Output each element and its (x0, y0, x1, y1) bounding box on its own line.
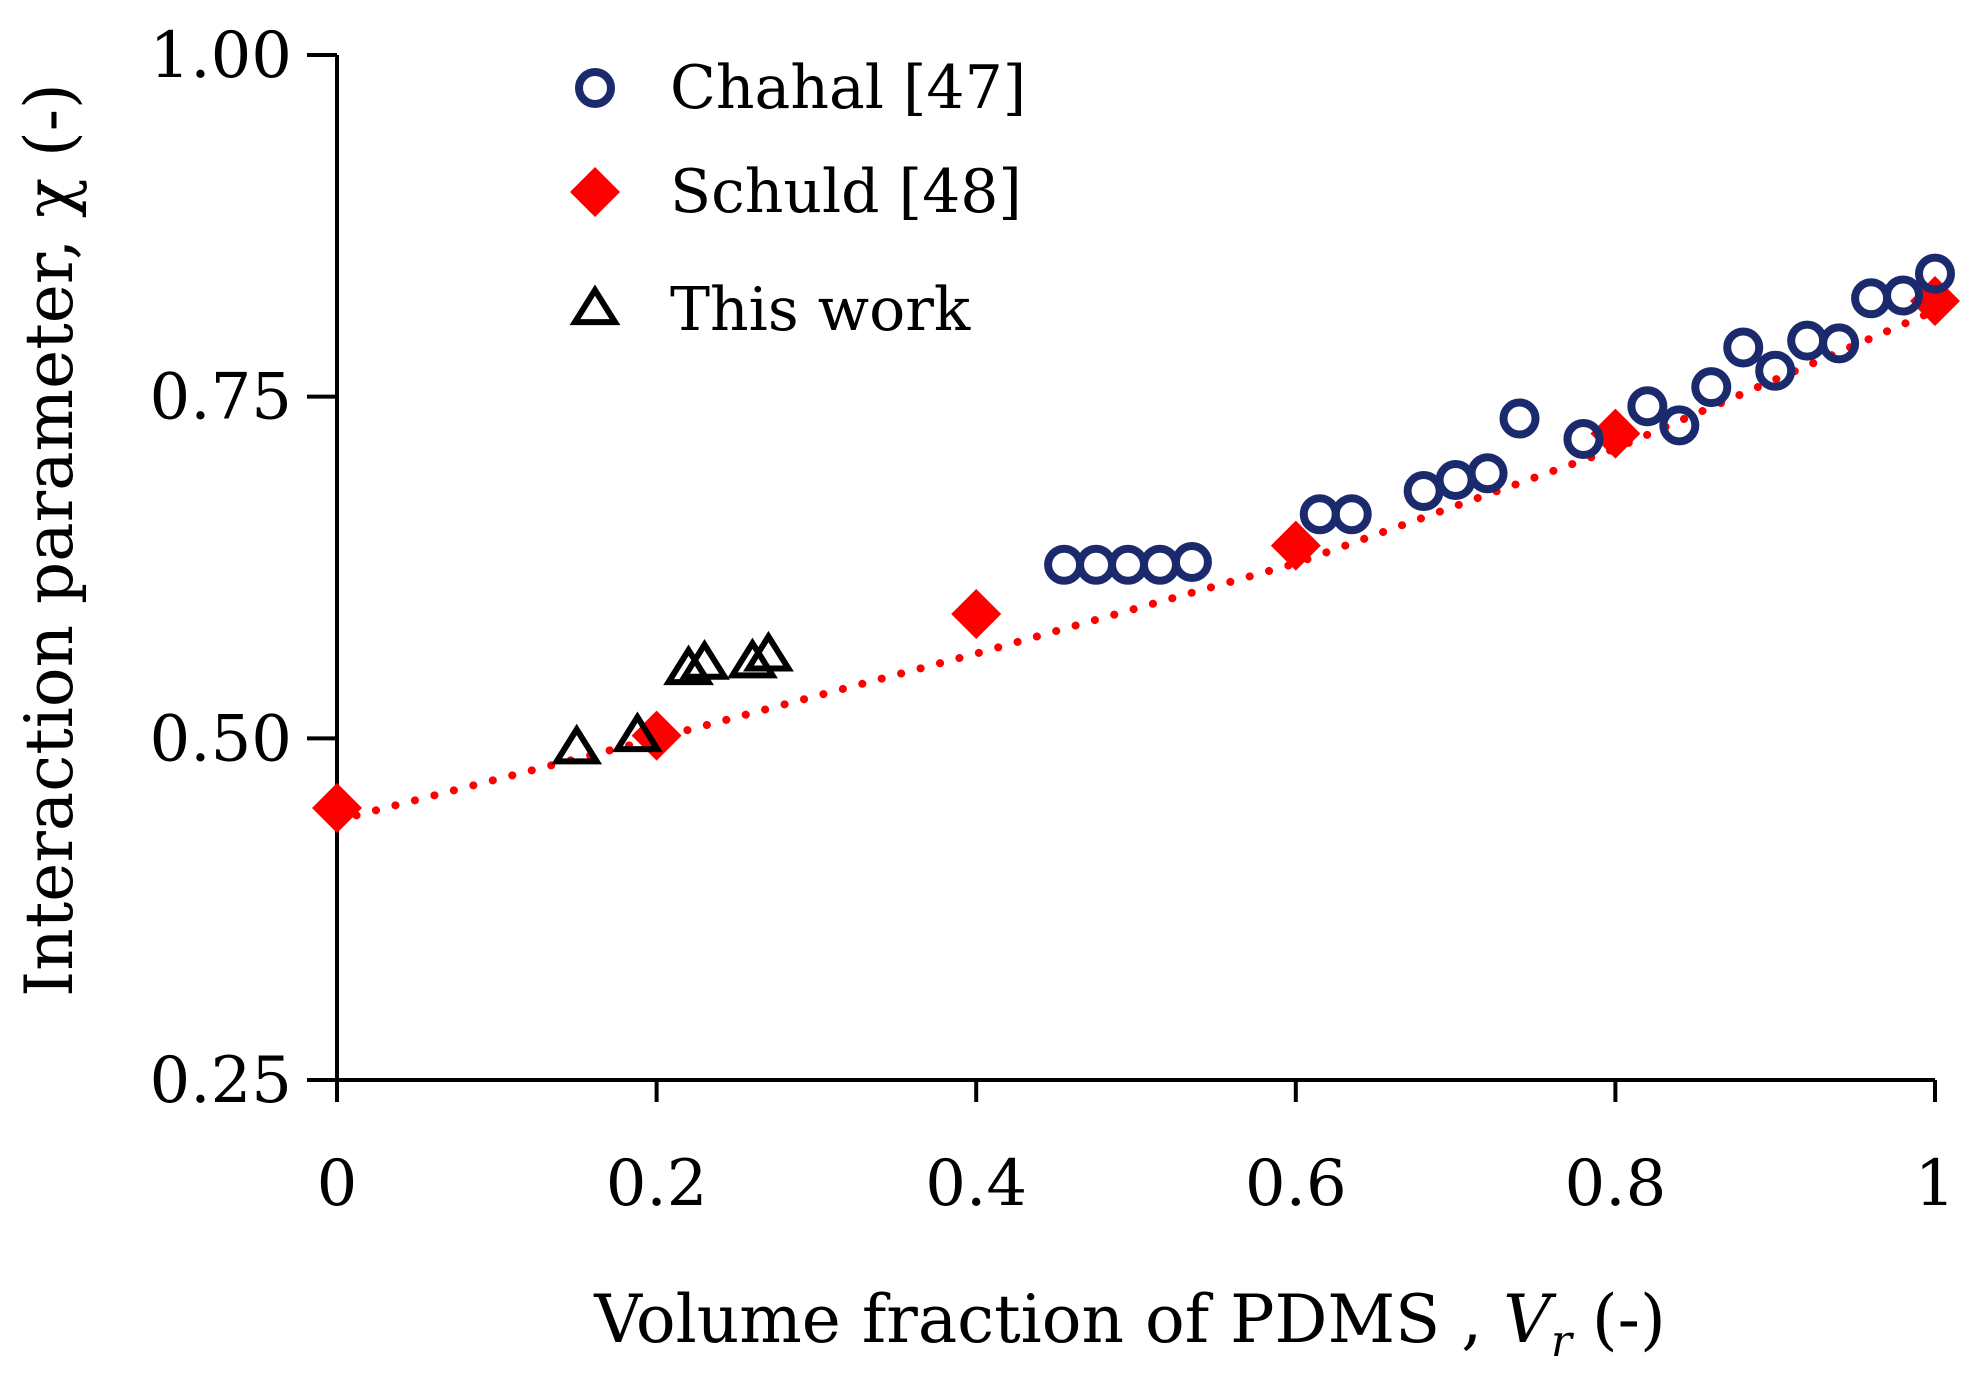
x-tick-label: 0.2 (606, 1147, 708, 1221)
trendline-schuld (333, 306, 1939, 825)
x-tick-label: 0.4 (925, 1147, 1027, 1221)
legend-diamond-marker (570, 167, 620, 217)
y-axis-title: Interaction parameter, χ (-) (11, 83, 88, 997)
circle-point (1691, 367, 1732, 408)
axes: 0.25 0.50 0.75 1.00 0 0.2 0.4 0.6 0.8 1 (150, 19, 1956, 1221)
circle-point (1076, 544, 1117, 585)
x-axis-title-subscript: r (1551, 1316, 1575, 1367)
circle-point (1435, 460, 1476, 501)
x-axis-title-suffix: (-) (1592, 1281, 1666, 1358)
circle-point (1403, 470, 1444, 511)
legend-triangle-marker (569, 284, 621, 326)
circle-point (1108, 544, 1149, 585)
circle-point (1331, 494, 1372, 535)
triangle-point (612, 711, 663, 753)
circle-point (1563, 419, 1604, 460)
triangle-point (551, 723, 603, 765)
circle-point (1499, 398, 1540, 439)
triangle-point (743, 630, 794, 672)
y-tick-label: 0.25 (150, 1044, 293, 1118)
axis-labels: Interaction parameter, χ (-) Volume fract… (11, 83, 1666, 1367)
x-tick-label: 1 (1915, 1147, 1956, 1221)
diamond-point (951, 588, 1002, 639)
diamond-point (1590, 408, 1641, 459)
diamond-point (1270, 520, 1321, 571)
legend-label: Chahal [47] (670, 53, 1026, 123)
circle-point (1755, 350, 1796, 391)
circle-point (1915, 253, 1955, 294)
circle-point (1883, 275, 1924, 316)
circle-point (1723, 327, 1764, 368)
circle-point (1139, 544, 1180, 585)
circle-point (1044, 544, 1085, 585)
legend: Chahal [47] Schuld [48] This work (569, 53, 1026, 345)
circle-point (1467, 453, 1508, 494)
diamond-point (312, 783, 362, 834)
triangle-point (679, 639, 730, 680)
markers-group (312, 253, 1960, 834)
triangle-point (727, 637, 778, 679)
x-tick-label: 0.8 (1565, 1147, 1667, 1221)
x-axis-title: Volume fraction of PDMS , Vr (-) (593, 1281, 1665, 1367)
x-tick-label: 0.6 (1245, 1147, 1347, 1221)
circle-point (1819, 323, 1860, 364)
legend-label: Schuld [48] (670, 157, 1022, 227)
legend-circle-marker (575, 68, 615, 108)
legend-label: This work (670, 275, 971, 345)
y-tick-label: 0.75 (150, 361, 293, 435)
circle-point (1659, 405, 1700, 446)
y-tick-label: 1.00 (150, 19, 293, 93)
x-axis-title-prefix: Volume fraction of PDMS , (593, 1281, 1503, 1358)
circle-point (1627, 386, 1668, 427)
circle-point (1299, 494, 1340, 535)
y-tick-label: 0.50 (150, 702, 293, 776)
x-axis-title-symbol: V (1503, 1281, 1557, 1358)
triangle-point (663, 644, 714, 686)
trendline-group (333, 306, 1939, 825)
x-tick-label: 0 (317, 1147, 358, 1221)
circle-point (1787, 320, 1828, 361)
circle-point (1171, 542, 1212, 583)
circle-point (1851, 278, 1892, 319)
